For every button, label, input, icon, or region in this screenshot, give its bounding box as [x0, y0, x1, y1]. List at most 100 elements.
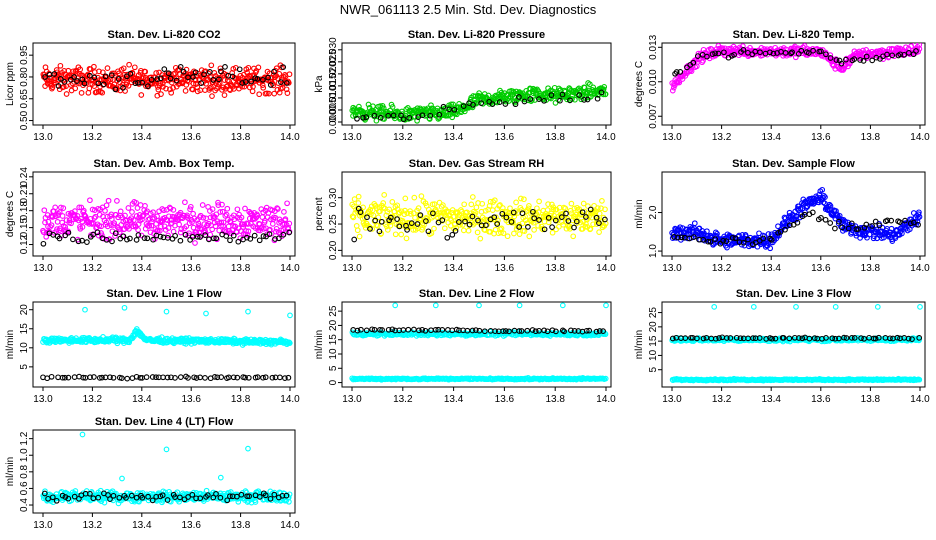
- data-point-all: [525, 205, 532, 212]
- data-point-highlight: [688, 334, 694, 341]
- data-point-highlight: [836, 218, 842, 225]
- y-axis-label: degrees C: [5, 191, 16, 237]
- y-tick-label: 20: [648, 321, 659, 333]
- data-point-all: [148, 222, 155, 229]
- data-point-highlight: [230, 232, 237, 239]
- data-point-highlight: [889, 52, 896, 59]
- data-point-highlight: [164, 374, 171, 381]
- x-tick-label: 13.4: [132, 263, 152, 274]
- data-point-all: [168, 89, 175, 96]
- x-tick-label: 13.8: [231, 394, 251, 405]
- data-point-all: [104, 223, 111, 230]
- data-point-highlight: [157, 233, 164, 240]
- y-tick-label: 15: [19, 323, 30, 335]
- data-point-highlight: [414, 221, 421, 227]
- data-point-all: [158, 223, 164, 230]
- data-point-highlight: [473, 327, 479, 333]
- data-point-all: [398, 231, 405, 238]
- data-point-highlight: [91, 74, 98, 81]
- data-point-all: [172, 70, 178, 77]
- data-point-highlight: [768, 236, 775, 243]
- data-point-highlight: [61, 79, 68, 85]
- plot-frame: [32, 171, 296, 257]
- data-point-all: [284, 90, 291, 96]
- data-point-highlight: [848, 335, 855, 341]
- data-point-highlight: [557, 97, 563, 104]
- y-tick-label: 0.4: [19, 498, 30, 512]
- outlier-point: [245, 308, 251, 315]
- data-point-all: [498, 225, 505, 232]
- data-point-all: [461, 201, 468, 208]
- data-point-all: [374, 223, 381, 229]
- data-point-highlight: [503, 214, 510, 221]
- data-point-highlight: [712, 236, 719, 242]
- data-point-highlight: [863, 53, 870, 60]
- data-point-highlight: [860, 58, 867, 64]
- data-point-all: [130, 217, 137, 223]
- x-tick-label: 13.6: [495, 132, 515, 143]
- data-point-all: [160, 207, 167, 214]
- data-point-highlight: [548, 92, 555, 98]
- data-point-all: [199, 202, 206, 208]
- data-point-highlight: [354, 327, 361, 334]
- data-point-all: [191, 215, 198, 222]
- data-point-all: [165, 225, 172, 231]
- data-point-highlight: [372, 217, 379, 224]
- data-point-all: [187, 206, 193, 213]
- data-point-all: [596, 210, 603, 217]
- data-point-all: [535, 222, 541, 229]
- data-point-highlight: [400, 116, 407, 123]
- data-point-highlight: [721, 49, 727, 56]
- data-point-highlight: [549, 224, 555, 230]
- data-point-all: [134, 205, 141, 211]
- data-point-all: [356, 233, 363, 240]
- data-point-all: [125, 205, 132, 211]
- data-point-all: [383, 223, 390, 230]
- data-point-highlight: [172, 232, 178, 239]
- data-point-all: [544, 207, 551, 213]
- y-axis-label: ml/min: [5, 457, 16, 486]
- y-tick-label: 0.010: [328, 85, 339, 110]
- data-point-highlight: [884, 217, 891, 224]
- data-point-highlight: [172, 375, 178, 381]
- data-point-highlight: [102, 73, 109, 80]
- y-tick-label: 0.80: [19, 67, 30, 87]
- data-point-highlight: [56, 235, 63, 242]
- data-point-all: [260, 84, 267, 91]
- data-point-highlight: [690, 234, 697, 240]
- outlier-point: [163, 308, 170, 315]
- data-point-all: [76, 204, 83, 211]
- data-point-all: [590, 221, 596, 228]
- outlier-point: [476, 302, 482, 309]
- points-layer: [669, 304, 923, 384]
- data-point-highlight: [242, 374, 248, 381]
- data-point-highlight: [363, 114, 370, 120]
- data-point-highlight: [541, 327, 547, 334]
- data-point-all: [712, 229, 719, 236]
- data-point-highlight: [833, 57, 840, 63]
- x-tick-label: 14.0: [280, 263, 300, 274]
- data-point-highlight: [502, 328, 509, 334]
- x-tick-label: 13.6: [181, 520, 201, 531]
- data-point-all: [916, 214, 923, 220]
- data-point-all: [282, 216, 289, 222]
- data-point-all: [244, 231, 251, 238]
- data-point-all: [176, 221, 182, 228]
- data-point-highlight: [452, 228, 459, 234]
- data-point-highlight: [519, 210, 526, 217]
- data-point-highlight: [675, 234, 681, 241]
- data-point-highlight: [558, 214, 565, 220]
- data-point-highlight: [283, 80, 290, 86]
- data-point-all: [117, 208, 124, 215]
- data-point-highlight: [896, 219, 903, 225]
- data-point-highlight: [805, 50, 812, 56]
- x-tick-label: 14.0: [280, 394, 300, 405]
- data-point-all: [450, 101, 456, 108]
- y-tick-label: 0.020: [328, 61, 339, 86]
- data-point-highlight: [278, 79, 284, 85]
- data-point-all: [194, 217, 200, 223]
- outlier-point: [392, 302, 399, 309]
- data-point-highlight: [767, 49, 773, 56]
